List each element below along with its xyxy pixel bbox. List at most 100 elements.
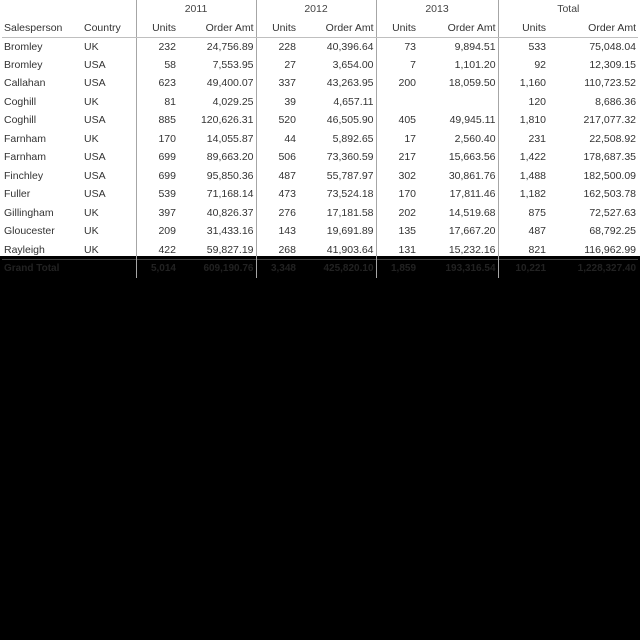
cell-order-amt-2012: 3,654.00 (332, 58, 374, 71)
cell-order-amt-2013 (418, 93, 498, 112)
cell-order-amt-2011: 7,553.95 (212, 58, 254, 71)
cell-units-2012: 39 (255, 92, 298, 111)
cell-units-2011: 885 (135, 111, 178, 130)
cell-order-amt-2013: 17,667.20 (448, 225, 496, 238)
cell-units-2013: 202 (375, 203, 419, 222)
cell-units-2012: 337 (255, 74, 298, 93)
cell-order-amt-2011: 31,433.16 (206, 225, 254, 238)
cell-country: USA (84, 114, 106, 127)
cell-salesperson: Finchley (4, 169, 44, 182)
cell-order-amt-2012: 73,360.59 (326, 151, 374, 164)
cell-salesperson: Bromley (4, 58, 43, 71)
column-header-country: Country (82, 18, 136, 38)
cell-units-2011: 81 (135, 92, 178, 111)
table-row: Coghill USA 885 120,626.31 520 46,505.90 405 49… (2, 111, 638, 130)
cell-units-2011: 58 (135, 55, 178, 74)
year-header-blank (82, 0, 136, 19)
cell-country: UK (84, 225, 99, 238)
column-header-units: Units (135, 18, 178, 38)
cell-units-total: 1,488 (497, 166, 549, 185)
cell-country: USA (84, 188, 106, 201)
cell-order-amt-2013: 9,894.51 (454, 40, 496, 53)
cell-order-amt-total: 72,527.63 (589, 206, 637, 219)
cell-units-2013: 7 (375, 55, 419, 74)
cell-order-amt-total: 217,077.32 (583, 114, 637, 127)
cell-country: UK (84, 206, 99, 219)
cell-country: USA (84, 151, 106, 164)
cell-units-total: 120 (497, 92, 549, 111)
cell-units-2013: 135 (375, 222, 419, 241)
cell-order-amt-2012: 46,505.90 (326, 114, 374, 127)
cell-country: USA (84, 77, 106, 90)
cell-order-amt-2011: 4,029.25 (212, 95, 254, 108)
cell-units-total: 821 (497, 240, 549, 259)
cell-order-amt-2011: 609,190.76 (178, 258, 256, 278)
cell-order-amt-2012: 4,657.11 (333, 95, 374, 108)
year-header-2013: 2013 (375, 0, 499, 19)
table-row: Farnham UK 170 14,055.87 44 5,892.65 17 2,560.4… (2, 129, 638, 148)
cell-order-amt-total: 68,792.25 (589, 225, 637, 238)
cell-order-amt-2013: 14,519.68 (448, 206, 496, 219)
cell-order-amt-2011: 24,756.89 (206, 40, 254, 53)
cell-units-2013: 200 (375, 74, 419, 93)
cell-order-amt-total: 12,309.15 (589, 58, 637, 71)
year-header-2012: 2012 (255, 0, 377, 19)
year-header-2011: 2011 (135, 0, 256, 19)
cell-units-2012: 506 (255, 148, 298, 167)
table-row: Gillingham UK 397 40,826.37 276 17,181.58 202 1… (2, 203, 638, 222)
table-row: Callahan USA 623 49,400.07 337 43,263.95 200 18… (2, 74, 638, 93)
cell-order-amt-2012: 5,892.65 (332, 132, 374, 145)
cell-salesperson: Callahan (4, 77, 46, 90)
cell-units-2012: 143 (255, 222, 298, 241)
table-row: Bromley USA 58 7,553.95 27 3,654.00 7 1,101.20 9… (2, 55, 638, 74)
cell-order-amt-total: 182,500.09 (583, 169, 637, 182)
cell-units-2012: 228 (255, 37, 298, 56)
cell-order-amt-2012: 17,181.58 (326, 206, 374, 219)
cell-units-2012: 276 (255, 203, 298, 222)
cell-order-amt-2012: 55,787.97 (326, 169, 374, 182)
cell-order-amt-total: 162,503.78 (583, 188, 637, 201)
cell-salesperson: Rayleigh (4, 243, 45, 256)
cell-units-2013 (375, 92, 419, 111)
cell-order-amt-total: 22,508.92 (589, 132, 637, 145)
cell-order-amt-2013: 15,663.56 (448, 151, 496, 164)
cell-units-2011: 397 (135, 203, 178, 222)
cell-order-amt-2013: 18,059.50 (448, 77, 496, 90)
cell-order-amt-2013: 30,861.76 (448, 169, 496, 182)
cell-units-total: 231 (497, 129, 549, 148)
cell-salesperson: Fuller (4, 188, 31, 201)
cell-country: UK (84, 132, 99, 145)
column-header-row: Salesperson Country Units Order Amt Unit… (2, 18, 639, 38)
cell-units-total: 875 (497, 203, 549, 222)
cell-units-2012: 44 (255, 129, 298, 148)
cell-order-amt-total: 75,048.04 (589, 40, 637, 53)
cell-salesperson: Gloucester (4, 225, 55, 238)
column-header-order-amt: Order Amt (418, 18, 499, 38)
cell-order-amt-2012: 19,691.89 (326, 225, 374, 238)
table-row: Rayleigh UK 422 59,827.19 268 41,903.64 131 15,… (2, 240, 638, 259)
cell-order-amt-2012: 43,263.95 (326, 77, 374, 90)
column-header-salesperson: Salesperson (2, 18, 82, 38)
column-header-units: Units (497, 18, 549, 38)
year-header-blank (2, 0, 82, 19)
cell-units-total: 10,221 (497, 258, 549, 278)
cell-order-amt-2011: 71,168.14 (206, 188, 254, 201)
cell-country: USA (84, 58, 106, 71)
spreadsheet-area: 2011 2012 2013 Total Salesperson Country… (0, 0, 640, 278)
cell-units-2013: 405 (375, 111, 419, 130)
cell-order-amt-2013: 17,811.46 (449, 188, 496, 201)
cell-order-amt-2013: 2,560.40 (454, 132, 496, 145)
cell-country: UK (84, 40, 99, 53)
cell-order-amt-2013: 49,945.11 (449, 114, 496, 127)
cell-units-2013: 73 (375, 37, 419, 56)
cell-order-amt-2013: 193,316.54 (418, 258, 499, 278)
table-row: Coghill UK 81 4,029.25 39 4,657.11 120 8,686.36 (2, 92, 638, 112)
cell-units-2012: 27 (255, 55, 298, 74)
cell-order-amt-total: 8,686.36 (595, 95, 637, 108)
cell-order-amt-total: 116,962.99 (584, 243, 637, 256)
cell-order-amt-total: 1,228,327.40 (548, 258, 639, 278)
cell-units-2011: 5,014 (135, 258, 178, 278)
cell-units-2011: 422 (135, 240, 178, 259)
pivot-table: 2011 2012 2013 Total Salesperson Country… (2, 0, 639, 278)
cell-units-2013: 131 (375, 240, 419, 259)
